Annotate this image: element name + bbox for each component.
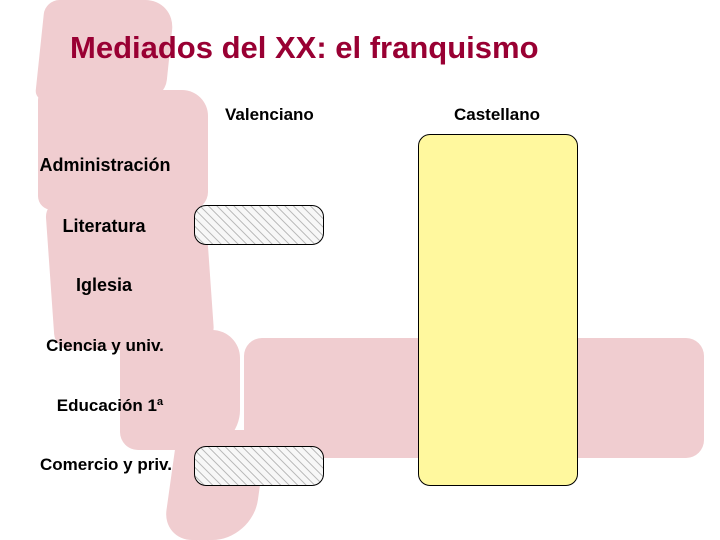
row-label-ciencia: Ciencia y univ. [30,336,180,356]
row-label-edu: Educación 1ª [40,396,180,416]
row-label-lit: Literatura [44,216,164,237]
row-label-iglesia: Iglesia [64,275,144,296]
bg-shape [38,90,208,210]
col-header-castellano: Castellano [454,105,540,125]
box-valenciano-literatura [194,205,324,245]
slide-title: Mediados del XX: el franquismo [70,30,539,66]
box-valenciano-comercio [194,446,324,486]
box-castellano-all [418,134,578,486]
row-label-admin: Administración [30,155,180,176]
row-label-comercio: Comercio y priv. [26,455,186,475]
col-header-valenciano: Valenciano [225,105,314,125]
